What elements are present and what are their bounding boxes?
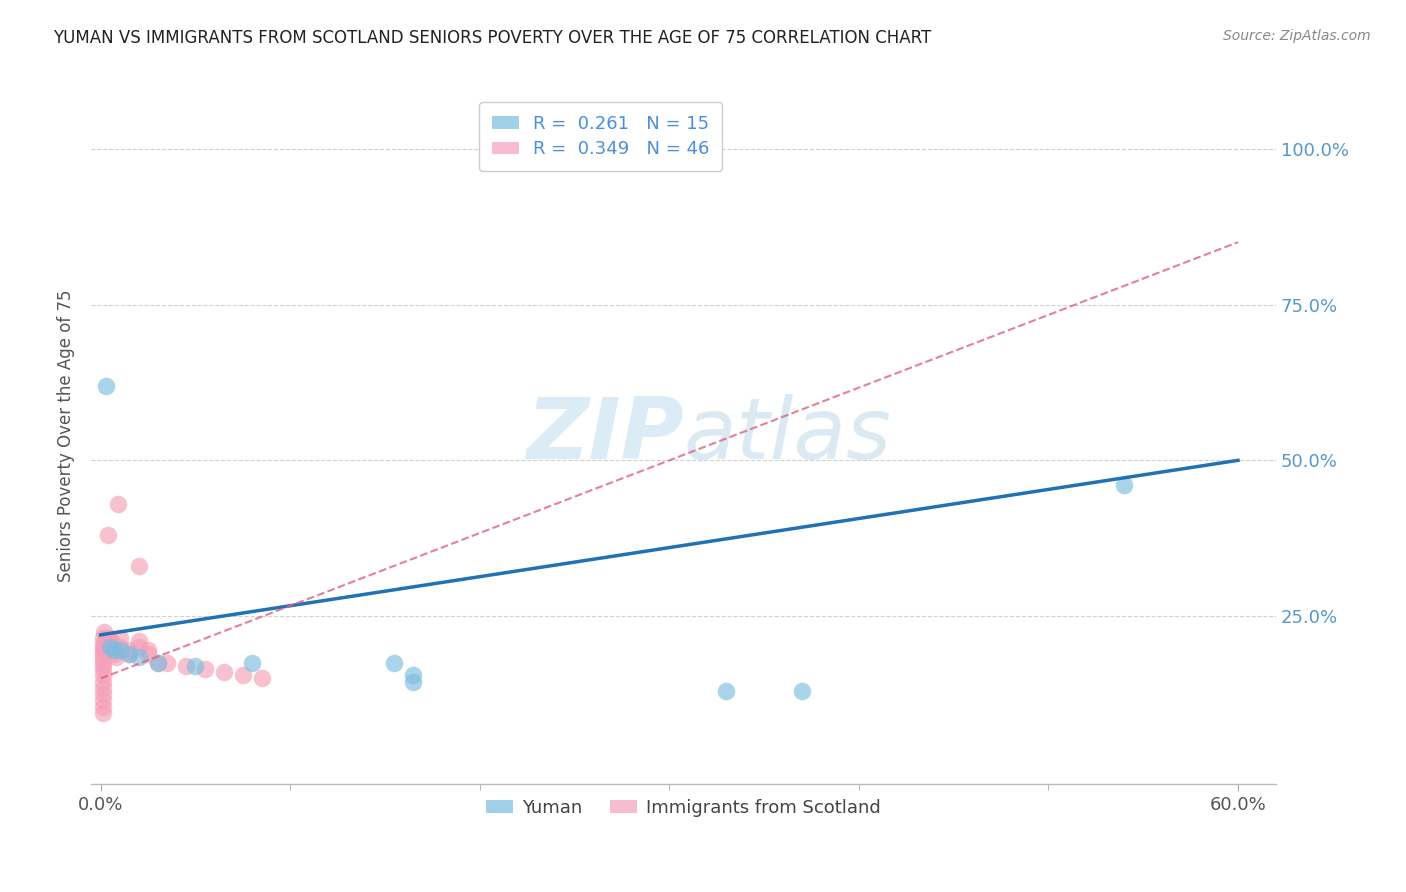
Y-axis label: Seniors Poverty Over the Age of 75: Seniors Poverty Over the Age of 75 [58, 289, 75, 582]
Point [93, 624, 115, 639]
Point [103, 643, 125, 657]
Point [128, 559, 150, 574]
Point [107, 497, 129, 511]
Point [91, 668, 114, 682]
Point [402, 668, 425, 682]
Point [108, 640, 131, 655]
Point [128, 634, 150, 648]
Point [232, 668, 254, 682]
Point [716, 684, 738, 698]
Point [790, 684, 813, 698]
Point [103, 643, 125, 657]
Point [128, 640, 150, 655]
Point [96, 634, 118, 648]
Point [104, 649, 127, 664]
Text: ZIP: ZIP [526, 394, 683, 477]
Point [384, 656, 406, 670]
Point [118, 647, 141, 661]
Point [118, 647, 141, 661]
Point [108, 631, 131, 645]
Point [101, 637, 124, 651]
Text: atlas: atlas [683, 394, 891, 477]
Legend: Yuman, Immigrants from Scotland: Yuman, Immigrants from Scotland [479, 792, 889, 824]
Point [212, 665, 235, 680]
Point [1114, 478, 1136, 492]
Point [91, 637, 114, 651]
Point [91, 631, 114, 645]
Text: Source: ZipAtlas.com: Source: ZipAtlas.com [1223, 29, 1371, 43]
Point [91, 681, 114, 695]
Point [146, 656, 169, 670]
Point [97, 643, 120, 657]
Text: YUMAN VS IMMIGRANTS FROM SCOTLAND SENIORS POVERTY OVER THE AGE OF 75 CORRELATION: YUMAN VS IMMIGRANTS FROM SCOTLAND SENIOR… [53, 29, 932, 46]
Point [91, 647, 114, 661]
Point [118, 643, 141, 657]
Point [156, 656, 179, 670]
Point [91, 693, 114, 707]
Point [136, 647, 159, 661]
Point [91, 649, 114, 664]
Point [98, 634, 121, 648]
Point [402, 674, 425, 689]
Point [184, 659, 207, 673]
Point [98, 640, 121, 655]
Point [98, 631, 121, 645]
Point [194, 662, 217, 676]
Point [91, 640, 114, 655]
Point [91, 643, 114, 657]
Point [97, 528, 120, 542]
Point [136, 643, 159, 657]
Point [174, 659, 197, 673]
Point [108, 643, 131, 657]
Point [91, 657, 114, 672]
Point [91, 699, 114, 714]
Point [250, 672, 273, 686]
Point [91, 706, 114, 720]
Point [96, 378, 118, 392]
Point [103, 647, 125, 661]
Point [240, 656, 263, 670]
Point [101, 640, 124, 655]
Point [128, 649, 150, 664]
Point [91, 654, 114, 668]
Point [91, 662, 114, 676]
Point [96, 631, 118, 645]
Point [91, 674, 114, 689]
Point [91, 687, 114, 701]
Point [96, 637, 118, 651]
Point [146, 656, 169, 670]
